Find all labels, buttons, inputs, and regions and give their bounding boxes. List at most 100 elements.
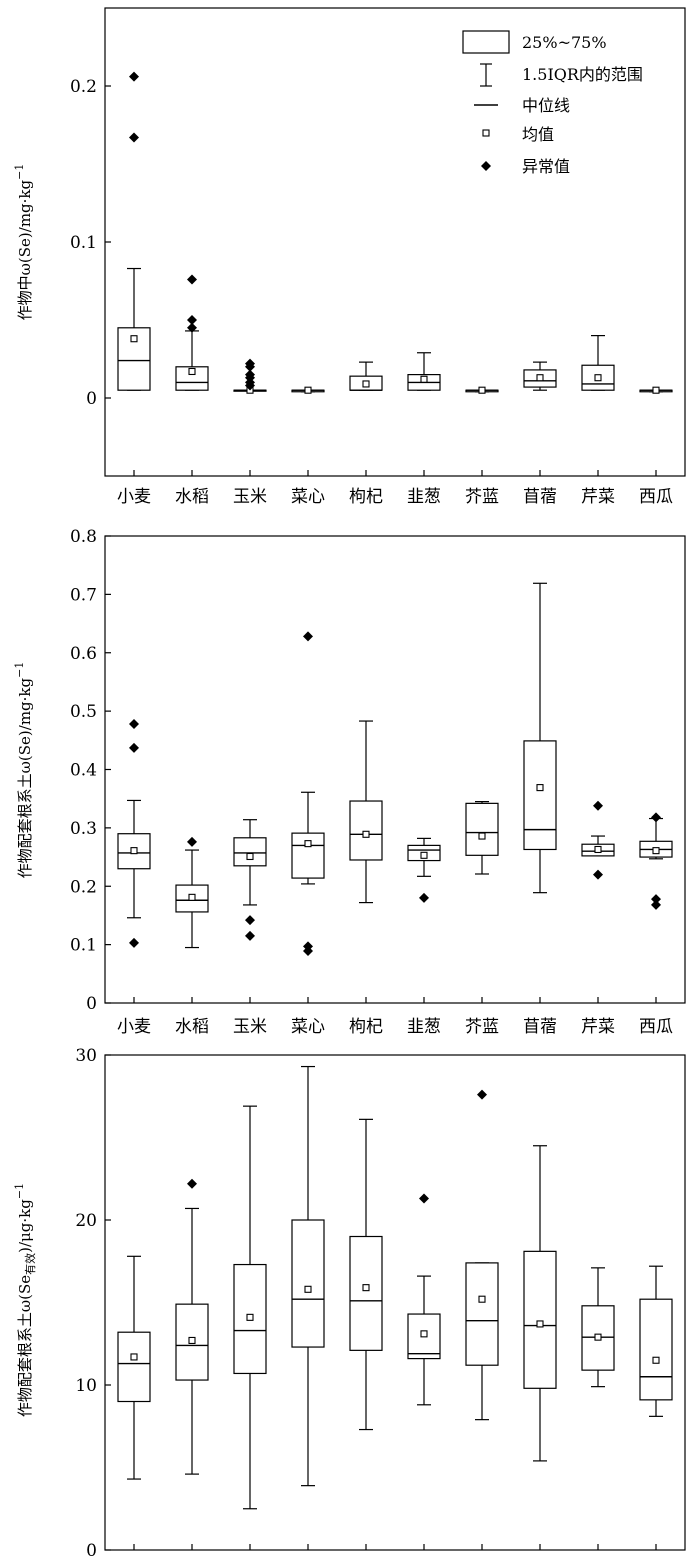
mean-marker bbox=[652, 386, 660, 394]
outlier-point bbox=[187, 315, 197, 325]
outlier-point bbox=[187, 322, 197, 333]
x-tick-label: 芹菜 bbox=[581, 1017, 615, 1037]
iqr-box bbox=[465, 1262, 499, 1366]
box-group bbox=[291, 631, 325, 957]
y-tick-label: 0.3 bbox=[70, 819, 97, 839]
panel-crop-se: 作物中ω(Se)/mg·kg−1 25%~75% 1.5IQR内的范围 中位线 … bbox=[13, 7, 686, 507]
panel-soil-available-se: 作物配套根系土ω(Se有效)/μg·kg−1 0102030小麦水稻玉米菜心枸杞… bbox=[13, 1046, 686, 1561]
box-group bbox=[639, 386, 673, 394]
y-tick-label: 0 bbox=[86, 994, 97, 1014]
iqr-box bbox=[465, 802, 499, 856]
box-group bbox=[639, 1265, 673, 1417]
iqr-box bbox=[639, 1298, 673, 1401]
mean-marker bbox=[130, 847, 138, 855]
iqr-box bbox=[291, 832, 325, 879]
x-tick-label: 小麦 bbox=[117, 1017, 151, 1037]
box-group bbox=[523, 361, 557, 391]
x-tick-label: 韭葱 bbox=[407, 487, 441, 507]
box-group bbox=[117, 71, 151, 391]
outlier-point bbox=[419, 1193, 429, 1204]
legend-box-swatch bbox=[462, 30, 510, 54]
x-tick-label: 玉米 bbox=[233, 487, 267, 507]
mean-marker bbox=[304, 840, 312, 848]
y-axis-label-sup: −1 bbox=[13, 662, 26, 678]
outlier-point bbox=[187, 1178, 197, 1189]
mean-marker bbox=[362, 1284, 370, 1292]
box-group bbox=[233, 819, 267, 941]
box-group bbox=[117, 718, 151, 948]
outlier-point bbox=[419, 892, 429, 903]
y-axis-label-main: 作物配套根系土ω(Se)/mg·kg bbox=[16, 678, 34, 879]
mean-marker bbox=[420, 851, 428, 859]
x-tick-label: 苜蓿 bbox=[523, 487, 557, 507]
box-group bbox=[581, 800, 615, 880]
x-tick-label: 芥蓝 bbox=[465, 1017, 499, 1037]
outlier-point bbox=[651, 899, 661, 910]
mean-marker bbox=[652, 1356, 660, 1364]
outlier-point bbox=[593, 800, 603, 811]
mean-marker bbox=[246, 852, 254, 861]
y-tick-label: 0.5 bbox=[70, 702, 97, 722]
mean-marker bbox=[536, 374, 544, 382]
box-group bbox=[465, 1089, 499, 1421]
x-tick-label: 玉米 bbox=[233, 1017, 267, 1037]
legend-mean-swatch bbox=[482, 129, 490, 137]
box-group bbox=[581, 335, 615, 391]
mean-marker bbox=[362, 830, 370, 838]
y-tick-label: 0.2 bbox=[70, 877, 97, 897]
iqr-box bbox=[117, 327, 151, 391]
iqr-box bbox=[349, 800, 383, 861]
mean-marker bbox=[594, 845, 602, 854]
x-tick-label: 枸杞 bbox=[349, 1017, 383, 1037]
y-axis-label: 作物中ω(Se)/mg·kg−1 bbox=[13, 164, 34, 321]
iqr-box bbox=[291, 1219, 325, 1348]
legend-outlier-label: 异常值 bbox=[522, 157, 570, 176]
outlier-point bbox=[187, 274, 197, 285]
legend-whisker-label: 1.5IQR内的范围 bbox=[522, 65, 643, 84]
y-axis-label: 作物配套根系土ω(Se)/mg·kg−1 bbox=[13, 662, 34, 879]
y-tick-label: 0 bbox=[86, 1541, 97, 1561]
mean-marker bbox=[420, 1330, 428, 1338]
box-group bbox=[523, 1145, 557, 1462]
outlier-point bbox=[593, 869, 603, 880]
mean-marker bbox=[130, 335, 138, 343]
outlier-point bbox=[303, 631, 313, 642]
box-group bbox=[465, 386, 499, 394]
iqr-box bbox=[233, 837, 267, 867]
y-tick-label: 0.2 bbox=[70, 77, 97, 97]
outlier-point bbox=[129, 937, 139, 948]
mean-marker bbox=[478, 1295, 486, 1303]
outlier-point bbox=[187, 836, 197, 847]
x-tick-label: 苜蓿 bbox=[523, 1017, 557, 1037]
y-tick-label: 10 bbox=[75, 1376, 97, 1396]
box-group bbox=[175, 274, 209, 391]
mean-marker bbox=[536, 784, 544, 792]
mean-marker bbox=[420, 375, 428, 383]
box-group bbox=[523, 582, 557, 894]
plot-frame bbox=[104, 1054, 686, 1551]
outlier-point bbox=[651, 812, 661, 823]
mean-marker bbox=[246, 1313, 254, 1321]
box-group bbox=[349, 1118, 383, 1431]
mean-marker bbox=[478, 386, 486, 394]
mean-marker bbox=[536, 1320, 544, 1328]
mean-marker bbox=[304, 386, 312, 394]
outlier-point bbox=[129, 742, 139, 753]
mean-marker bbox=[188, 1336, 196, 1344]
box-group bbox=[291, 386, 325, 394]
x-tick-label: 菜心 bbox=[291, 1017, 325, 1037]
box-group bbox=[291, 1065, 325, 1487]
legend: 25%~75% 1.5IQR内的范围 中位线 均值 异常值 bbox=[462, 30, 643, 176]
y-tick-label: 0.4 bbox=[70, 761, 97, 781]
iqr-box bbox=[349, 1235, 383, 1351]
box-group bbox=[233, 1105, 267, 1510]
iqr-box bbox=[175, 366, 209, 391]
y-axis-label-tail: )/μg·kg bbox=[16, 1199, 34, 1253]
outlier-point bbox=[129, 132, 139, 143]
legend-outlier-swatch bbox=[481, 161, 491, 171]
mean-marker bbox=[652, 847, 660, 855]
box-group bbox=[349, 361, 383, 391]
y-axis-label-main: 作物中ω(Se)/mg·kg bbox=[16, 180, 34, 321]
box-group bbox=[407, 837, 441, 903]
